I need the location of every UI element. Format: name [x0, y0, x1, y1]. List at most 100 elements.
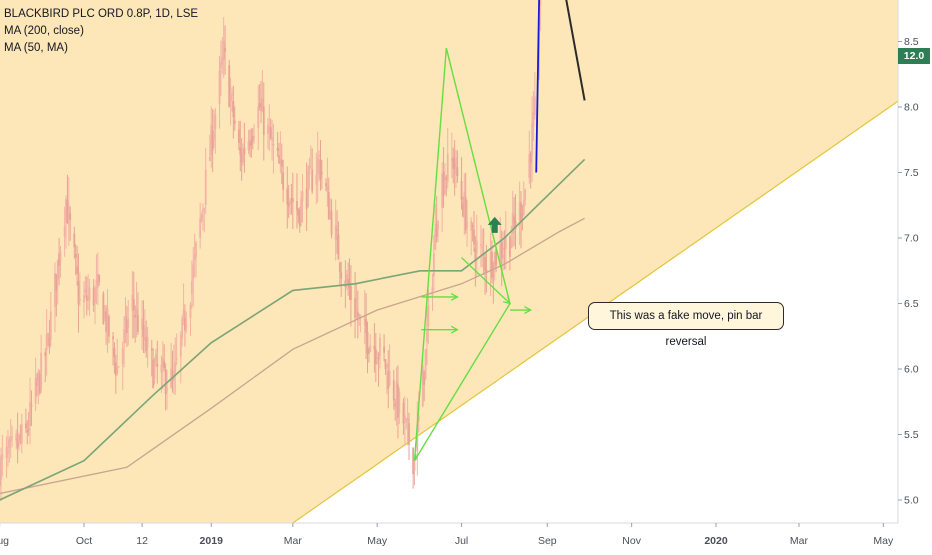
candle-body: [344, 280, 347, 287]
candle-body: [347, 279, 350, 285]
candle-body: [96, 274, 99, 288]
ma-50-line: [0, 158, 586, 501]
candle-body: [408, 422, 410, 445]
candle-body: [305, 188, 308, 210]
legend-title[interactable]: BLACKBIRD PLC ORD 0.8P, 1D, LSE: [4, 8, 199, 20]
candle-body: [345, 274, 348, 282]
candle-body: [203, 207, 206, 209]
candle-body: [354, 298, 356, 318]
candle-body: [48, 337, 51, 348]
candle-body: [83, 295, 85, 303]
candle-body: [329, 210, 332, 215]
candle-body: [539, 0, 542, 7]
candle-body: [513, 216, 515, 223]
legend-ma-200[interactable]: MA (200, close): [4, 25, 84, 37]
candle-body: [174, 362, 177, 373]
candle-body: [502, 254, 504, 259]
candle-body: [160, 364, 163, 373]
candle-body: [269, 127, 272, 139]
candle-body: [116, 366, 119, 374]
candle-body: [124, 315, 127, 328]
candle-body: [242, 149, 244, 163]
candle-body: [453, 163, 456, 169]
candle-body: [363, 317, 366, 326]
candle-body: [179, 334, 182, 357]
candle-body: [413, 461, 416, 472]
y-tick-label: 5.5: [904, 429, 919, 441]
candle-body: [279, 158, 282, 165]
candles-group: [0, 0, 542, 501]
candle-body: [367, 349, 370, 354]
candle-body: [379, 337, 381, 357]
candle-body: [189, 304, 192, 319]
candle-body: [272, 143, 275, 146]
x-tick-label: Mar: [790, 535, 809, 547]
candle-body: [319, 159, 322, 179]
x-tick-label: May: [367, 535, 388, 547]
candle-body: [210, 124, 213, 156]
up-arrow-icon: [487, 216, 502, 233]
candle-body: [510, 239, 513, 248]
candle-body: [146, 336, 149, 349]
candle-body: [251, 135, 254, 141]
y-tick-label: 7.0: [904, 233, 919, 245]
candle-body: [44, 352, 47, 356]
candle-body: [143, 328, 146, 341]
candle-body: [78, 298, 81, 301]
candle-body: [499, 244, 502, 263]
candle-body: [222, 40, 225, 60]
candle-body: [261, 98, 264, 112]
candle-body: [463, 192, 466, 212]
candle-body: [30, 404, 33, 407]
candle-body: [385, 364, 388, 368]
candle-body: [297, 209, 300, 216]
green-arrow-line: [461, 257, 511, 304]
candle-body: [311, 169, 314, 192]
candle-body: [524, 189, 527, 201]
candle-body: [406, 418, 409, 422]
candle-body: [405, 417, 408, 420]
candle-body: [200, 214, 203, 221]
x-tick-label: May: [873, 535, 894, 547]
candle-body: [456, 166, 459, 177]
candle-body: [280, 159, 283, 167]
candle-body: [470, 220, 473, 231]
legend-ma-50[interactable]: MA (50, MA): [4, 42, 68, 54]
candle-body: [374, 349, 377, 365]
candle-body: [474, 248, 477, 261]
candle-body: [74, 254, 77, 258]
candle-body: [224, 47, 226, 52]
candle-body: [338, 262, 341, 272]
candle-body: [473, 229, 475, 245]
candle-body: [182, 310, 185, 318]
candle-body: [432, 253, 435, 277]
candle-body: [318, 154, 320, 157]
candle-body: [421, 366, 424, 407]
candle-body: [384, 359, 387, 369]
candle-body: [336, 229, 338, 231]
blue-trend-line: [535, 0, 540, 173]
candle-body: [161, 357, 164, 368]
candle-body: [9, 437, 12, 442]
candle-body: [518, 201, 521, 221]
candle-body: [232, 101, 235, 118]
candle-body: [395, 381, 398, 408]
candle-body: [462, 203, 464, 217]
candle-body: [0, 456, 2, 480]
candle-body: [262, 106, 265, 136]
annotation-callout[interactable]: This was a fake move, pin bar reversal: [588, 302, 784, 348]
candle-body: [127, 318, 130, 328]
candle-body: [84, 289, 87, 293]
candle-body: [359, 315, 362, 317]
candle-body: [18, 434, 20, 443]
candle-body: [383, 346, 385, 353]
candle-body: [533, 96, 536, 116]
x-tick-label: Mar: [284, 535, 303, 547]
candle-body: [55, 274, 58, 291]
candle-body: [528, 154, 531, 179]
candle-body: [301, 191, 304, 202]
y-tick-label: 8.0: [904, 102, 919, 114]
candle-body: [29, 401, 31, 427]
